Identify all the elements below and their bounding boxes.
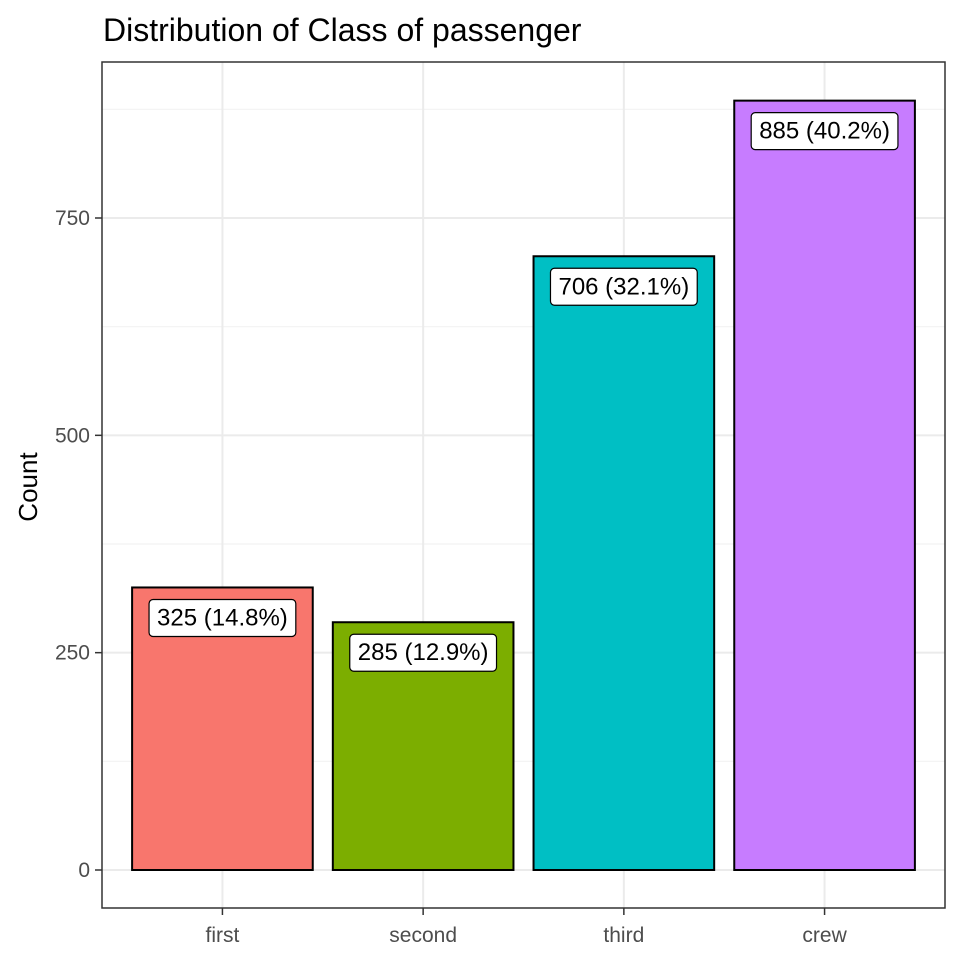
data-label-box <box>148 598 297 638</box>
y-axis-label: Count <box>13 452 43 522</box>
data-label: 885 (40.2%) <box>759 118 890 145</box>
data-label: 285 (12.9%) <box>358 639 489 666</box>
data-label-box <box>549 267 698 306</box>
y-tick-label: 750 <box>55 207 90 230</box>
chart-title: Distribution of Class of passenger <box>103 12 582 48</box>
bar-third <box>532 255 716 871</box>
x-tick-label: first <box>206 924 240 947</box>
data-label-group: 325 (14.8%) <box>148 598 297 638</box>
x-tick-label: crew <box>802 924 847 947</box>
data-label-group: 285 (12.9%) <box>349 633 498 672</box>
data-label-group: 706 (32.1%) <box>549 267 698 306</box>
y-tick-label: 0 <box>78 859 90 882</box>
data-label: 325 (14.8%) <box>157 604 288 631</box>
bar-crew <box>733 99 916 871</box>
data-label-group: 885 (40.2%) <box>750 112 899 151</box>
plot-border <box>101 61 946 909</box>
y-tick-label: 250 <box>55 642 90 665</box>
data-label: 706 (32.1%) <box>558 273 689 300</box>
x-tick-label: second <box>389 924 457 947</box>
data-label-box <box>349 633 498 672</box>
x-tick-label: third <box>603 924 644 947</box>
data-label-box <box>750 112 899 151</box>
y-tick-label: 500 <box>55 424 90 447</box>
plot-area: 325 (14.8%) 285 (12.9%) 706 (32.1%) 885 (40… <box>55 61 946 947</box>
